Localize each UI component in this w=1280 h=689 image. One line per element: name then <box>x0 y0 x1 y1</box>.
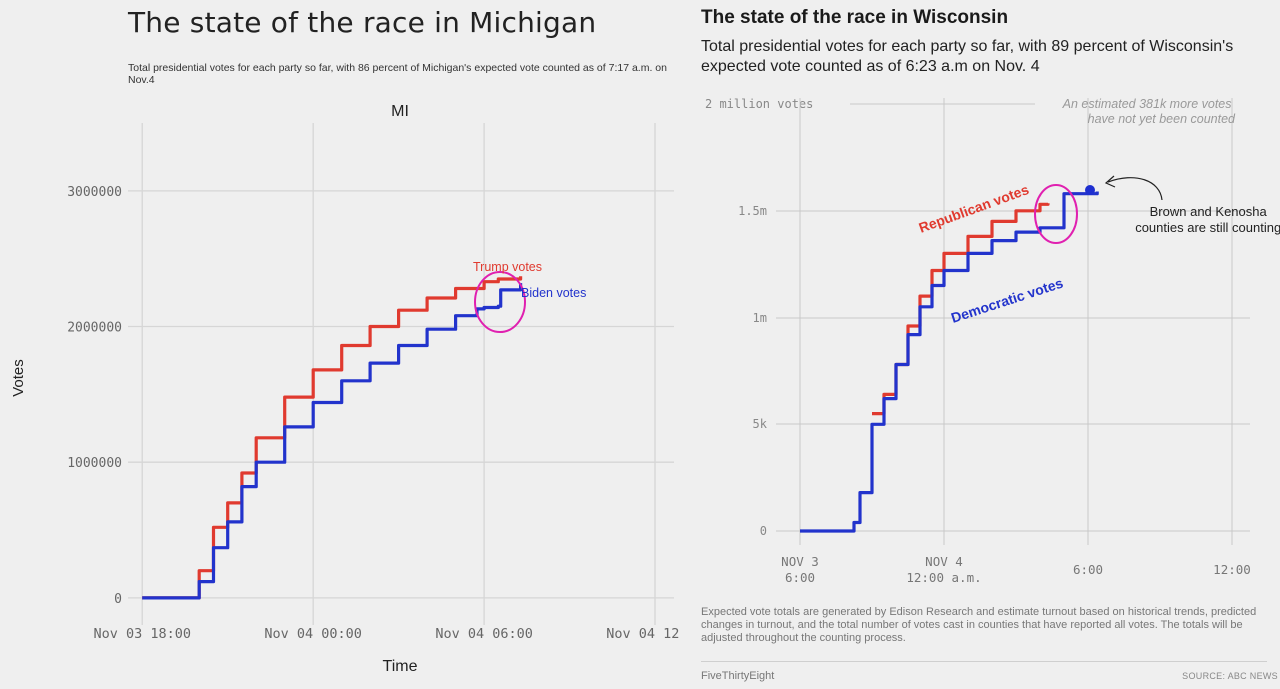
wisconsin-x-tick: NOV 3 <box>781 554 819 569</box>
wisconsin-endpoint-dot <box>1085 185 1095 195</box>
michigan-highlight-circle <box>474 271 526 333</box>
wisconsin-republican-label: Republican votes <box>917 181 1032 236</box>
wisconsin-democratic-line <box>800 191 1099 533</box>
michigan-chart-title: MI <box>391 103 409 120</box>
wisconsin-remaining-note: An estimated 381k more votes have not ye… <box>1062 97 1236 126</box>
michigan-y-tick: 0 <box>114 592 122 607</box>
michigan-y-tick: 1000000 <box>67 456 122 471</box>
michigan-biden-line <box>142 283 523 600</box>
wisconsin-callout-arrow <box>1107 177 1163 201</box>
wisconsin-methodology-note: Expected vote totals are generated by Ed… <box>701 606 1257 644</box>
michigan-subtitle: Total presidential votes for each party … <box>128 62 667 86</box>
wisconsin-title: The state of the race in Wisconsin <box>701 7 1009 28</box>
wisconsin-y-tick: 2 million votes <box>705 97 813 111</box>
michigan-trump-label: Trump votes <box>473 260 542 274</box>
brand-credit: FiveThirtyEight <box>701 670 775 682</box>
source-credit: SOURCE: ABC NEWS <box>1182 671 1278 681</box>
wisconsin-y-tick: 5k <box>753 417 768 431</box>
michigan-y-tick: 3000000 <box>67 185 122 200</box>
wisconsin-highlight-circle <box>1034 184 1078 244</box>
wisconsin-y-tick: 1m <box>753 311 767 325</box>
michigan-trump-line <box>142 276 523 600</box>
michigan-title: The state of the race in Michigan <box>128 6 597 39</box>
wisconsin-x-tick: 6:00 <box>785 570 815 585</box>
michigan-chart: MI Votes Time 0 1000000 2000000 3000000 Nov … <box>10 103 680 675</box>
wisconsin-callout-arrowhead <box>1104 175 1116 188</box>
michigan-x-tick: Nov 03 18:00 <box>93 626 191 642</box>
wisconsin-panel: The state of the race in Wisconsin Total… <box>690 0 1280 689</box>
michigan-x-tick: Nov 04 12:00 <box>606 626 680 642</box>
michigan-x-tick: Nov 04 06:00 <box>435 626 533 642</box>
wisconsin-x-tick: 6:00 <box>1073 562 1103 577</box>
michigan-ylabel: Votes <box>10 359 27 397</box>
michigan-panel: The state of the race in Michigan Total … <box>10 6 680 675</box>
wisconsin-counting-note: Brown and Kenosha counties are still cou… <box>1135 204 1280 235</box>
michigan-x-tick: Nov 04 00:00 <box>264 626 362 642</box>
michigan-y-tick: 2000000 <box>67 321 122 336</box>
michigan-biden-label: Biden votes <box>521 286 586 300</box>
footer-divider <box>701 661 1267 662</box>
wisconsin-y-tick: 0 <box>760 524 767 538</box>
wisconsin-x-tick: 12:00 <box>1213 562 1251 577</box>
michigan-xlabel: Time <box>383 658 418 675</box>
wisconsin-x-tick: 12:00 a.m. <box>906 570 981 585</box>
wisconsin-subtitle: Total presidential votes for each party … <box>701 38 1234 75</box>
wisconsin-x-tick: NOV 4 <box>925 554 963 569</box>
wisconsin-y-tick: 1.5m <box>738 204 767 218</box>
